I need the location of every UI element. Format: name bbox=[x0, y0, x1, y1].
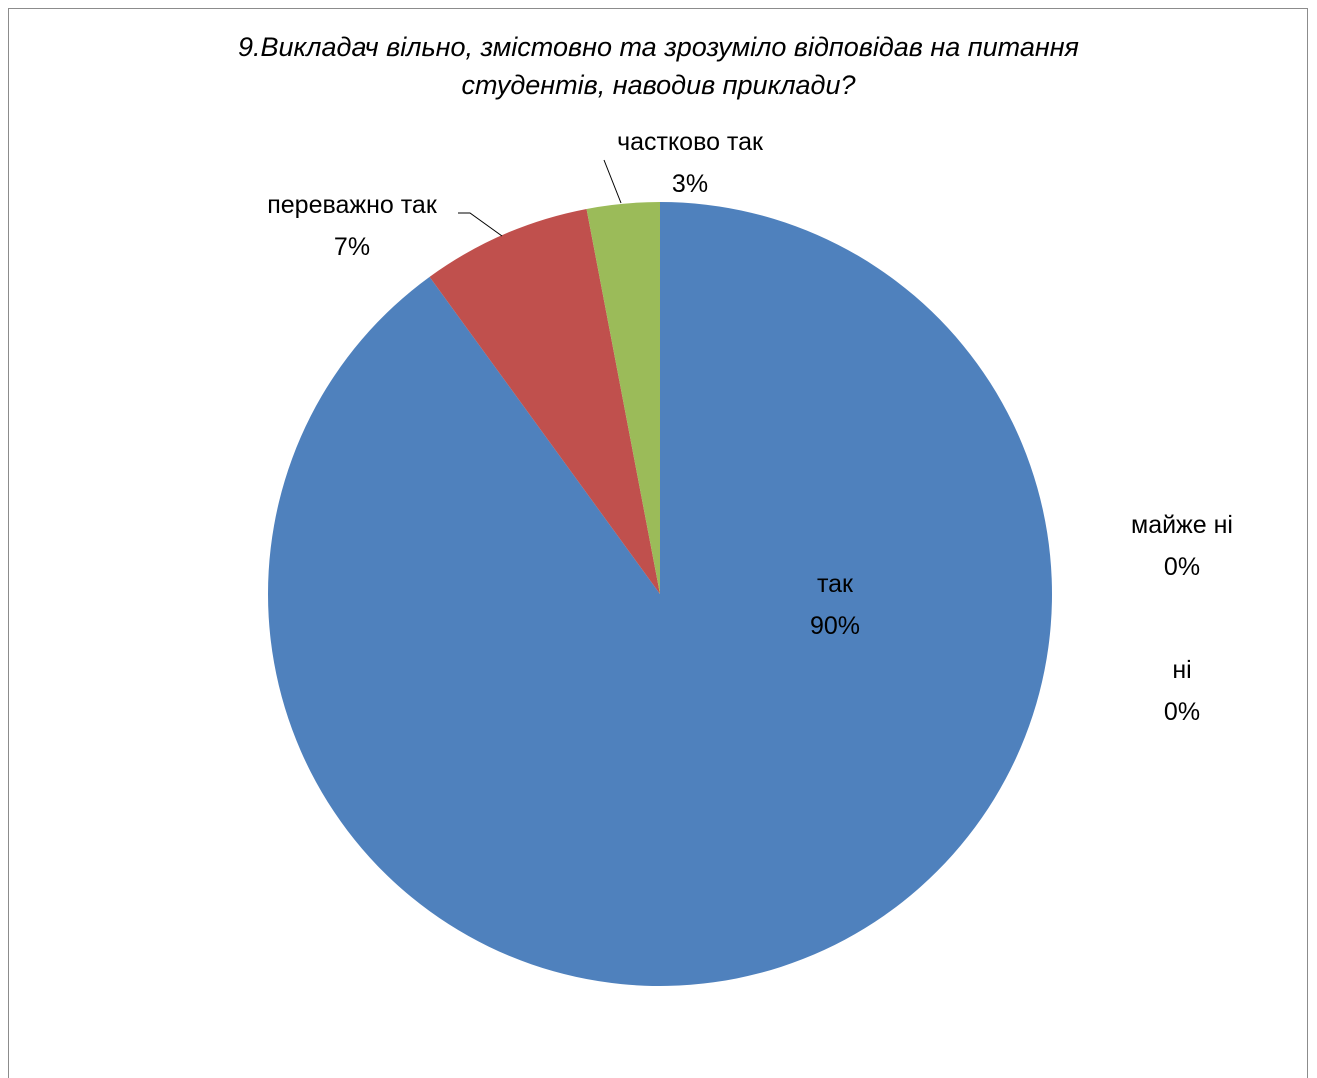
leader-line-4 bbox=[603, 159, 622, 204]
pie-slice-0 bbox=[267, 202, 1052, 986]
slice-label-percent-3: 7% bbox=[334, 233, 370, 261]
slice-label-percent-4: 3% bbox=[672, 170, 708, 198]
chart-title-line-2: студентів, наводив приклади? bbox=[461, 70, 856, 100]
slice-label-name-0: так bbox=[817, 570, 854, 598]
slice-label-name-4: частково так bbox=[617, 128, 764, 156]
chart-title-line-1: 9.Викладач вільно, змістовно та зрозуміл… bbox=[238, 32, 1079, 62]
slice-label-name-2: ні bbox=[1172, 656, 1191, 684]
chart-title: 9.Викладач вільно, змістовно та зрозуміл… bbox=[0, 28, 1317, 104]
slice-label-percent-1: 0% bbox=[1164, 553, 1200, 581]
pie-slice-4 bbox=[586, 202, 660, 594]
leader-line-3 bbox=[458, 212, 503, 237]
slice-label-percent-0: 90% bbox=[810, 612, 860, 640]
slice-label-percent-2: 0% bbox=[1164, 698, 1200, 726]
slice-label-name-3: переважно так bbox=[267, 191, 438, 219]
slice-label-name-1: майже ні bbox=[1131, 511, 1233, 539]
pie-slice-3 bbox=[429, 208, 660, 594]
